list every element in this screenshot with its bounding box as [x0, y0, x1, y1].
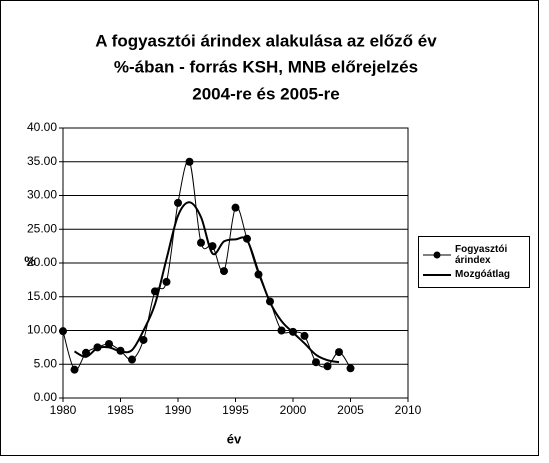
- x-tick-label: 2000: [280, 403, 307, 417]
- legend-symbol: [423, 273, 451, 276]
- chart-title: 2004-re és 2005-re: [192, 84, 339, 103]
- series-line: [74, 201, 340, 364]
- x-tick-label: 1985: [107, 403, 134, 417]
- legend-item: Fogyasztói árindex: [419, 244, 529, 266]
- data-point: [277, 326, 286, 335]
- x-tick-label: 2005: [337, 403, 364, 417]
- legend-label: Fogyasztói árindex: [455, 244, 508, 266]
- data-point: [197, 238, 205, 247]
- x-tick-label: 1980: [50, 403, 77, 417]
- y-tick-label: 10.00: [27, 323, 57, 337]
- chart-title: %-ában - forrás KSH, MNB előrejelzés: [114, 57, 418, 76]
- legend-marker: [433, 251, 441, 259]
- x-tick-label: 2010: [395, 403, 422, 417]
- data-point: [105, 340, 113, 348]
- data-point: [312, 358, 320, 367]
- y-tick-label: 30.00: [27, 188, 57, 202]
- legend-symbol: [423, 251, 451, 259]
- y-tick-label: 15.00: [27, 289, 57, 303]
- legend-item: Mozgóátlag: [419, 269, 529, 280]
- y-tick-label: 20.00: [27, 255, 57, 269]
- y-tick-label: 40.00: [27, 120, 57, 134]
- data-point: [323, 362, 332, 371]
- data-point: [59, 327, 67, 336]
- x-axis-label: év: [227, 431, 242, 446]
- data-point: [139, 335, 148, 344]
- legend: Fogyasztói árindex Mozgóátlag: [418, 236, 530, 288]
- data-point: [174, 198, 182, 207]
- y-tick-label: 25.00: [27, 221, 57, 235]
- data-point: [185, 157, 194, 166]
- data-point: [70, 365, 79, 374]
- data-point: [162, 277, 171, 286]
- x-tick-label: 1990: [165, 403, 192, 417]
- data-point: [300, 331, 309, 340]
- data-point: [220, 267, 228, 276]
- y-axis-label: %: [24, 253, 36, 268]
- data-point: [231, 203, 240, 212]
- data-point: [346, 364, 355, 373]
- y-tick-label: 0.00: [34, 390, 58, 404]
- data-point: [151, 287, 159, 296]
- y-tick-label: 35.00: [27, 154, 57, 168]
- chart-title: A fogyasztói árindex alakulása az előző …: [95, 31, 437, 50]
- legend-label: Mozgóátlag: [455, 269, 510, 280]
- y-tick-label: 5.00: [34, 356, 58, 370]
- data-point: [128, 355, 136, 364]
- x-tick-label: 1995: [222, 403, 249, 417]
- data-point: [335, 348, 343, 357]
